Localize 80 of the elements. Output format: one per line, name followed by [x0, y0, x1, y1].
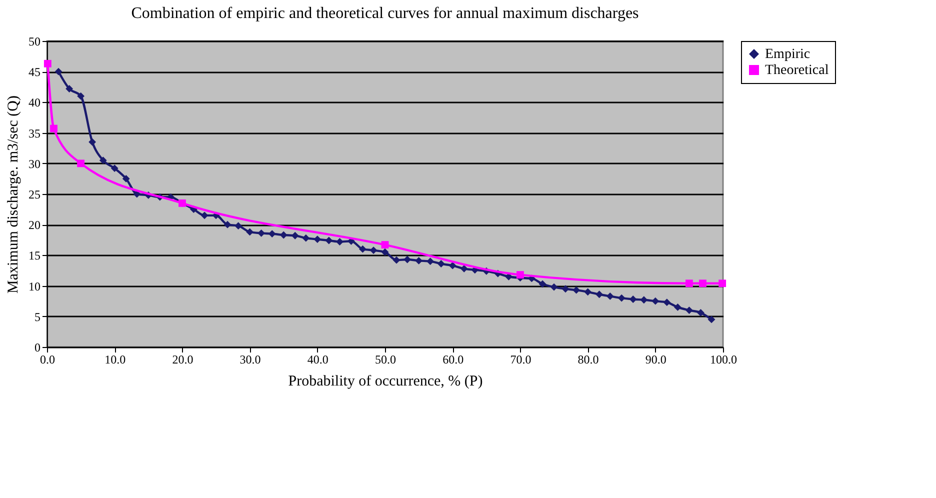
y-tick-label: 5 — [34, 310, 40, 324]
point — [66, 85, 74, 92]
y-tick-label: 45 — [28, 65, 40, 80]
point — [133, 190, 141, 198]
point — [224, 220, 232, 228]
point — [652, 297, 660, 305]
y-tick-label: 10 — [28, 279, 40, 294]
y-tick-label: 15 — [28, 248, 40, 263]
point — [370, 246, 378, 254]
point — [381, 241, 389, 249]
x-axis-title: Probability of occurrence, % (P) — [288, 374, 483, 390]
x-tick-label: 30.0 — [240, 352, 261, 366]
point — [291, 232, 299, 240]
point — [699, 280, 706, 288]
point — [572, 286, 580, 294]
y-tick-label: 0 — [34, 340, 40, 354]
point — [77, 160, 85, 168]
x-tick-label: 0.0 — [40, 352, 55, 366]
x-tick-label: 10.0 — [104, 352, 126, 366]
point — [618, 294, 626, 302]
y-tick-label: 25 — [28, 188, 40, 202]
point — [696, 309, 704, 316]
x-tick-label: 100.0 — [710, 352, 737, 366]
point — [392, 256, 400, 264]
x-tick-label: 80.0 — [578, 352, 599, 366]
point — [110, 164, 118, 172]
y-tick-label: 40 — [28, 96, 40, 110]
point — [88, 138, 96, 146]
point — [550, 283, 558, 291]
point — [50, 124, 58, 132]
x-tick-label: 50.0 — [375, 352, 396, 366]
point — [516, 271, 524, 278]
y-tick-label: 30 — [28, 156, 40, 171]
point — [358, 245, 366, 253]
point — [426, 258, 434, 266]
y-tick-label: 50 — [28, 34, 40, 48]
point — [280, 231, 288, 239]
x-tick-label: 20.0 — [172, 352, 194, 366]
point — [562, 285, 570, 293]
point — [77, 92, 85, 100]
point — [258, 229, 265, 237]
point — [302, 234, 310, 242]
x-tick-label: 60.0 — [442, 352, 464, 366]
point — [415, 257, 423, 264]
point — [674, 304, 682, 311]
chart-title: Combination of empiric and theoretical curves for annual maximum discharges — [131, 5, 639, 22]
point — [437, 260, 445, 268]
point — [314, 236, 322, 243]
point — [448, 262, 456, 270]
point — [629, 296, 637, 303]
point — [99, 156, 107, 164]
point — [538, 280, 546, 288]
point — [54, 68, 62, 76]
point — [325, 236, 333, 244]
point — [460, 264, 468, 272]
point — [336, 238, 344, 246]
point — [268, 230, 276, 238]
point — [640, 296, 648, 304]
y-tick-label: 20 — [28, 218, 40, 232]
legend-label: Theoretical — [765, 63, 829, 78]
point — [663, 298, 671, 306]
point — [584, 288, 592, 296]
y-axis-title: Maximum discharge. m3/sec (Q) — [6, 95, 22, 294]
point — [606, 292, 614, 300]
point — [44, 60, 52, 68]
x-tick-label: 70.0 — [510, 352, 532, 366]
point — [718, 280, 726, 288]
point — [246, 228, 254, 236]
legend-label: Empiric — [765, 47, 810, 62]
point — [381, 248, 389, 256]
point — [596, 290, 603, 298]
point — [234, 222, 242, 230]
point — [122, 174, 130, 182]
point — [685, 306, 693, 314]
x-tick-label: 90.0 — [645, 352, 666, 366]
x-tick-label: 40.0 — [307, 352, 328, 366]
point — [200, 212, 208, 220]
point — [708, 316, 716, 324]
y-tick-label: 35 — [28, 126, 40, 140]
point — [685, 280, 693, 288]
